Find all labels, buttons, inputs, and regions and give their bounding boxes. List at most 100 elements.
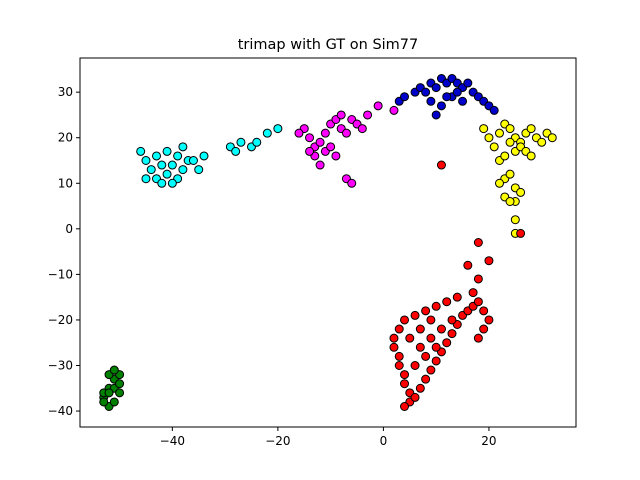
scatter-point [489,142,499,152]
scatter-point [463,78,473,88]
scatter-point [415,383,425,393]
y-tick-label: 10 [58,176,73,190]
scatter-point [188,156,198,165]
scatter-point [426,315,436,325]
scatter-point [505,169,515,179]
scatter-point [194,165,204,175]
scatter-point [162,169,172,179]
scatter-point [357,124,367,134]
scatter-point [294,128,304,138]
scatter-point [199,151,209,161]
scatter-point [479,324,489,334]
scatter-point [394,324,404,334]
scatter-point [431,110,441,120]
scatter-point [400,92,410,102]
scatter-point [494,178,504,188]
scatter-point [436,101,446,111]
scatter-point [341,128,351,138]
scatter-point [463,260,473,270]
scatter-point [141,174,151,184]
scatter-point [452,87,462,97]
scatter-point [473,333,483,343]
scatter-point [415,342,425,352]
chart-title: trimap with GT on Sim77 [238,37,419,53]
scatter-point [421,351,431,361]
points-layer [99,74,557,411]
scatter-point [320,128,330,138]
scatter-point [146,165,156,175]
scatter-point [394,361,404,370]
scatter-point [526,151,536,161]
scatter-point [426,96,436,106]
scatter-point [421,374,431,384]
scatter-point [326,142,336,152]
scatter-point [442,92,452,102]
scatter-point [178,165,188,175]
scatter-point [331,151,341,161]
scatter-point [516,187,526,197]
scatter-point [99,397,109,407]
scatter-point [400,402,410,411]
scatter-point [400,315,410,325]
scatter-point [484,133,494,143]
scatter-point [421,306,431,316]
scatter-point [410,310,420,320]
scatter-point [426,333,436,343]
scatter-point [336,110,346,120]
scatter-point [405,333,415,343]
scatter-point [262,128,272,138]
scatter-point [442,338,452,348]
scatter-point [505,137,515,147]
scatter-point [115,388,125,398]
scatter-point [505,197,515,206]
scatter-point [426,365,436,375]
scatter-point [231,146,241,156]
scatter-point [109,397,119,407]
scatter-point [473,297,483,307]
scatter-point [436,160,446,170]
scatter-point [447,329,457,339]
scatter-point [236,137,246,147]
plot-frame [79,57,577,428]
scatter-point [167,160,177,170]
x-tick-label: 0 [380,434,388,448]
scatter-point [373,101,383,111]
scatter-point [468,288,478,298]
scatter-point [389,333,399,343]
scatter-point [489,105,499,115]
scatter-point [109,365,119,375]
y-tick-label: 0 [65,222,73,236]
y-tick-label: −40 [48,404,73,418]
scatter-point [162,146,172,156]
scatter-point [389,105,399,115]
scatter-point [442,297,452,307]
scatter-point [484,315,494,325]
scatter-point [547,133,557,143]
scatter-point [473,238,483,247]
scatter-point [484,256,494,266]
scatter-point [152,151,162,161]
scatter-point [252,137,262,147]
y-tick-label: −10 [48,267,73,281]
scatter-point [273,124,283,134]
scatter-point [447,315,457,325]
scatter-point [526,124,536,134]
y-axis-ticks: −40 −30 −20 −10 0 10 20 30 [48,85,80,418]
x-tick-label: −40 [160,434,185,448]
scatter-point [537,137,547,147]
scatter-point [173,151,183,161]
scatter-point [410,392,420,402]
scatter-point [305,133,315,143]
scatter-point [431,342,441,352]
scatter-point [104,388,114,398]
scatter-point [458,96,468,106]
scatter-point [400,379,410,389]
scatter-point [479,124,489,134]
scatter-point [415,324,425,334]
scatter-point [141,156,151,165]
y-tick-label: −30 [48,359,73,373]
scatter-point [452,292,462,302]
scatter-point [389,342,399,352]
y-tick-label: −20 [48,313,73,327]
